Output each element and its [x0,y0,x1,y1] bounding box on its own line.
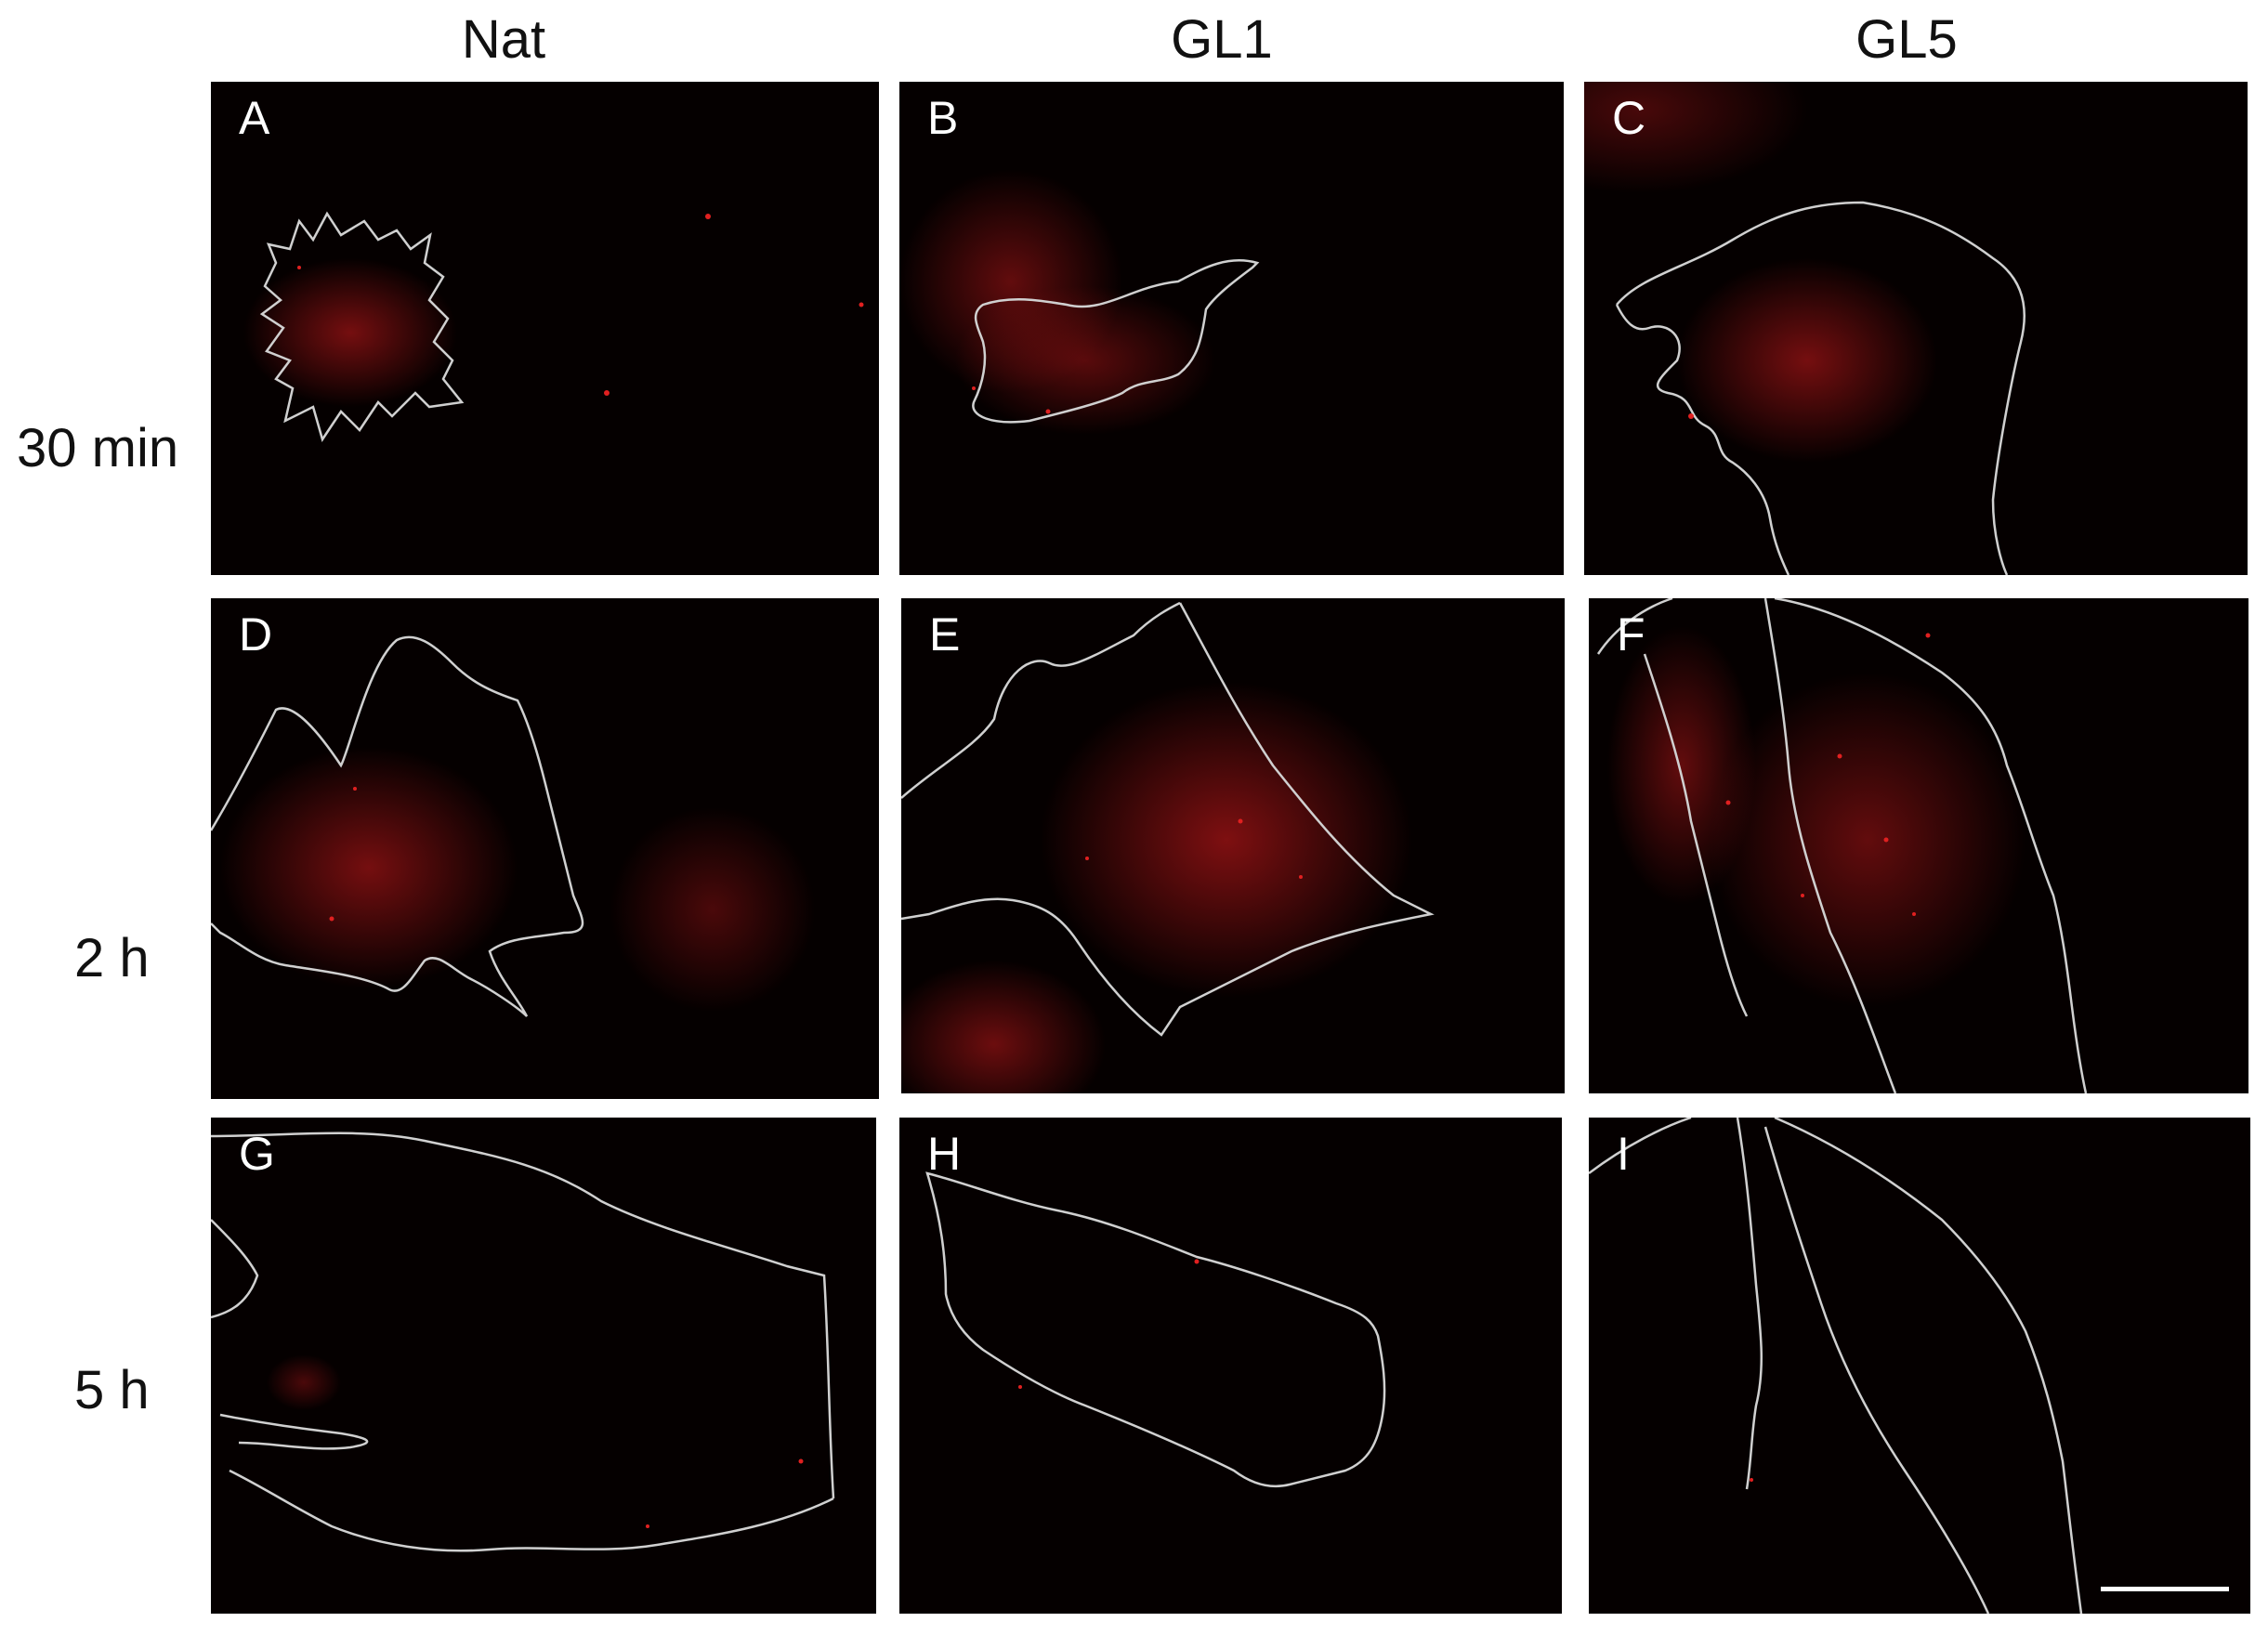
column-header-gl1: GL1 [1171,9,1273,70]
row-header-2h: 2 h [74,928,150,988]
cell-outline [901,601,1435,1037]
micrograph-a [243,211,864,442]
micrograph-panel-i: I [1589,1118,2250,1614]
micrograph-panel-f: F [1589,598,2248,1093]
micrograph-h [925,1171,1386,1488]
cell-outline [1615,201,2025,575]
panel-letter-a: A [239,92,270,144]
panel-letter-g: G [239,1128,275,1180]
column-header-gl5: GL5 [1855,9,1958,70]
micrograph-g [211,1131,835,1552]
panel-letter-h: H [927,1128,962,1180]
micrograph-panel-g: G [211,1118,876,1614]
cell-outline [972,259,1260,424]
cell-outline [211,635,584,1017]
micrograph-f [1596,598,2088,1093]
micrograph-panel-a: A [211,82,879,575]
cell-outline [211,1131,835,1552]
micrograph-panel-d: D [211,598,879,1099]
micrograph-panel-c: C [1584,82,2248,575]
micrograph-panel-e: E [901,598,1565,1093]
micrograph-e [901,601,1435,1093]
column-header-nat: Nat [461,9,546,70]
micrograph-b [899,170,1260,435]
panel-letter-d: D [239,608,273,661]
scale-bar [2101,1587,2229,1591]
micrograph-panel-b: B [899,82,1564,575]
micrograph-c [1584,82,2025,575]
panel-letter-i: I [1617,1128,1630,1180]
row-header-5h: 5 h [74,1360,150,1420]
cell-outline [259,211,465,442]
panel-letter-b: B [927,92,959,144]
panel-letter-f: F [1617,608,1645,661]
micrograph-d [211,635,815,1017]
micrograph-i [1589,1118,2083,1614]
panel-letter-e: E [929,608,961,661]
cell-outline [1596,598,2088,1093]
cell-outline [925,1171,1386,1488]
micrograph-panel-h: H [899,1118,1562,1614]
cell-outline [1589,1118,2083,1614]
row-header-30min: 30 min [17,418,179,478]
panel-letter-c: C [1612,92,1646,144]
